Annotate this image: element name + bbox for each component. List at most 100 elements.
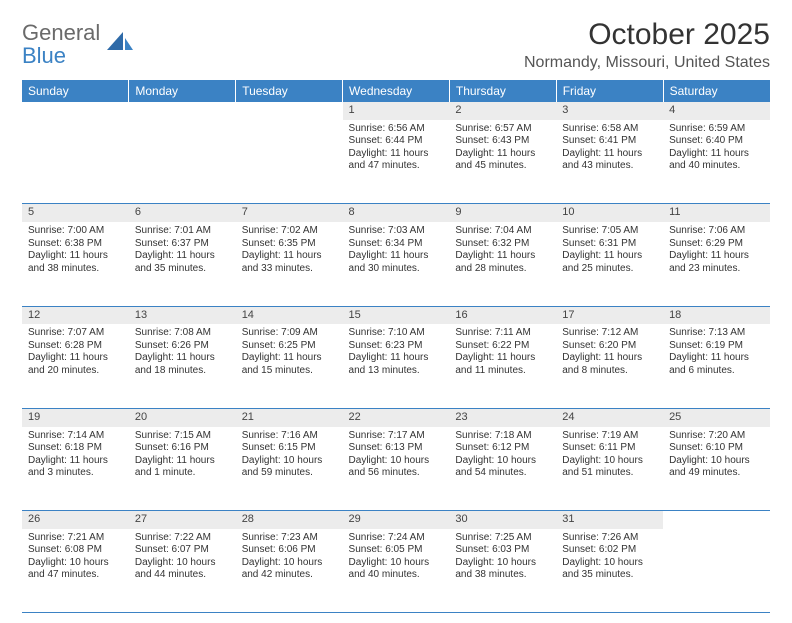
calendar-page: General Blue October 2025 Normandy, Miss… — [0, 0, 792, 623]
day-cell: Sunrise: 6:59 AMSunset: 6:40 PMDaylight:… — [663, 120, 770, 204]
daylight-line: Daylight: 11 hours and 33 minutes. — [242, 250, 337, 275]
sunrise-line: Sunrise: 6:58 AM — [562, 123, 657, 136]
sunrise-line: Sunrise: 7:24 AM — [349, 532, 444, 545]
sunset-line: Sunset: 6:26 PM — [135, 340, 230, 353]
sunset-line: Sunset: 6:32 PM — [455, 238, 550, 251]
day-number: 6 — [129, 204, 236, 222]
month-title: October 2025 — [524, 18, 770, 52]
daylight-line: Daylight: 10 hours and 38 minutes. — [455, 557, 550, 582]
sunrise-line: Sunrise: 7:14 AM — [28, 430, 123, 443]
day-cell — [236, 120, 343, 204]
daylight-line: Daylight: 10 hours and 56 minutes. — [349, 455, 444, 480]
daynum-row: 567891011 — [22, 204, 770, 222]
day-cell: Sunrise: 7:26 AMSunset: 6:02 PMDaylight:… — [556, 529, 663, 613]
day-cell: Sunrise: 7:24 AMSunset: 6:05 PMDaylight:… — [343, 529, 450, 613]
sunrise-line: Sunrise: 7:04 AM — [455, 225, 550, 238]
sunrise-line: Sunrise: 7:10 AM — [349, 327, 444, 340]
day-cell: Sunrise: 7:20 AMSunset: 6:10 PMDaylight:… — [663, 427, 770, 511]
sunset-line: Sunset: 6:38 PM — [28, 238, 123, 251]
location: Normandy, Missouri, United States — [524, 54, 770, 72]
day-number: 31 — [556, 511, 663, 529]
day-number: 9 — [449, 204, 556, 222]
daylight-line: Daylight: 11 hours and 20 minutes. — [28, 352, 123, 377]
weekday-header: Saturday — [663, 80, 770, 102]
sunset-line: Sunset: 6:35 PM — [242, 238, 337, 251]
sunset-line: Sunset: 6:44 PM — [349, 135, 444, 148]
daylight-line: Daylight: 10 hours and 42 minutes. — [242, 557, 337, 582]
daynum-row: 1234 — [22, 102, 770, 120]
day-number: 21 — [236, 408, 343, 426]
day-number: 23 — [449, 408, 556, 426]
sunrise-line: Sunrise: 7:20 AM — [669, 430, 764, 443]
day-number: 25 — [663, 408, 770, 426]
weekday-header: Tuesday — [236, 80, 343, 102]
sunrise-line: Sunrise: 6:59 AM — [669, 123, 764, 136]
day-number: 14 — [236, 306, 343, 324]
sunrise-line: Sunrise: 7:22 AM — [135, 532, 230, 545]
day-number: 7 — [236, 204, 343, 222]
day-number: 4 — [663, 102, 770, 120]
day-number — [663, 511, 770, 529]
day-cell: Sunrise: 7:17 AMSunset: 6:13 PMDaylight:… — [343, 427, 450, 511]
day-cell: Sunrise: 7:14 AMSunset: 6:18 PMDaylight:… — [22, 427, 129, 511]
sunrise-line: Sunrise: 7:11 AM — [455, 327, 550, 340]
sunrise-line: Sunrise: 7:07 AM — [28, 327, 123, 340]
day-number — [129, 102, 236, 120]
sunrise-line: Sunrise: 7:26 AM — [562, 532, 657, 545]
daynum-row: 262728293031 — [22, 511, 770, 529]
day-cell: Sunrise: 7:15 AMSunset: 6:16 PMDaylight:… — [129, 427, 236, 511]
daylight-line: Daylight: 11 hours and 15 minutes. — [242, 352, 337, 377]
day-cell: Sunrise: 7:07 AMSunset: 6:28 PMDaylight:… — [22, 324, 129, 408]
day-cell: Sunrise: 7:12 AMSunset: 6:20 PMDaylight:… — [556, 324, 663, 408]
daylight-line: Daylight: 10 hours and 51 minutes. — [562, 455, 657, 480]
sunset-line: Sunset: 6:02 PM — [562, 544, 657, 557]
sunrise-line: Sunrise: 7:08 AM — [135, 327, 230, 340]
sunset-line: Sunset: 6:11 PM — [562, 442, 657, 455]
daylight-line: Daylight: 11 hours and 23 minutes. — [669, 250, 764, 275]
day-number — [236, 102, 343, 120]
sunset-line: Sunset: 6:12 PM — [455, 442, 550, 455]
day-number: 16 — [449, 306, 556, 324]
day-number: 11 — [663, 204, 770, 222]
daylight-line: Daylight: 11 hours and 38 minutes. — [28, 250, 123, 275]
sunrise-line: Sunrise: 7:25 AM — [455, 532, 550, 545]
detail-row: Sunrise: 7:07 AMSunset: 6:28 PMDaylight:… — [22, 324, 770, 408]
daylight-line: Daylight: 11 hours and 1 minute. — [135, 455, 230, 480]
sunset-line: Sunset: 6:19 PM — [669, 340, 764, 353]
daylight-line: Daylight: 11 hours and 47 minutes. — [349, 148, 444, 173]
sunset-line: Sunset: 6:20 PM — [562, 340, 657, 353]
daylight-line: Daylight: 11 hours and 43 minutes. — [562, 148, 657, 173]
daylight-line: Daylight: 11 hours and 13 minutes. — [349, 352, 444, 377]
daylight-line: Daylight: 11 hours and 6 minutes. — [669, 352, 764, 377]
weekday-header: Wednesday — [343, 80, 450, 102]
sunset-line: Sunset: 6:13 PM — [349, 442, 444, 455]
sunset-line: Sunset: 6:25 PM — [242, 340, 337, 353]
day-number: 29 — [343, 511, 450, 529]
sunset-line: Sunset: 6:10 PM — [669, 442, 764, 455]
sunrise-line: Sunrise: 7:09 AM — [242, 327, 337, 340]
day-cell: Sunrise: 7:00 AMSunset: 6:38 PMDaylight:… — [22, 222, 129, 306]
day-cell — [663, 529, 770, 613]
daylight-line: Daylight: 10 hours and 49 minutes. — [669, 455, 764, 480]
sunrise-line: Sunrise: 7:13 AM — [669, 327, 764, 340]
day-number: 18 — [663, 306, 770, 324]
sunset-line: Sunset: 6:07 PM — [135, 544, 230, 557]
sunset-line: Sunset: 6:22 PM — [455, 340, 550, 353]
daylight-line: Daylight: 10 hours and 59 minutes. — [242, 455, 337, 480]
day-number: 26 — [22, 511, 129, 529]
daylight-line: Daylight: 11 hours and 40 minutes. — [669, 148, 764, 173]
weekday-header: Sunday — [22, 80, 129, 102]
sunset-line: Sunset: 6:05 PM — [349, 544, 444, 557]
day-cell: Sunrise: 7:22 AMSunset: 6:07 PMDaylight:… — [129, 529, 236, 613]
day-cell: Sunrise: 7:25 AMSunset: 6:03 PMDaylight:… — [449, 529, 556, 613]
daylight-line: Daylight: 11 hours and 45 minutes. — [455, 148, 550, 173]
day-cell: Sunrise: 7:03 AMSunset: 6:34 PMDaylight:… — [343, 222, 450, 306]
sunrise-line: Sunrise: 7:02 AM — [242, 225, 337, 238]
day-number: 19 — [22, 408, 129, 426]
sunrise-line: Sunrise: 7:18 AM — [455, 430, 550, 443]
daynum-row: 19202122232425 — [22, 408, 770, 426]
daylight-line: Daylight: 11 hours and 8 minutes. — [562, 352, 657, 377]
day-number: 13 — [129, 306, 236, 324]
day-cell: Sunrise: 7:16 AMSunset: 6:15 PMDaylight:… — [236, 427, 343, 511]
day-cell — [22, 120, 129, 204]
